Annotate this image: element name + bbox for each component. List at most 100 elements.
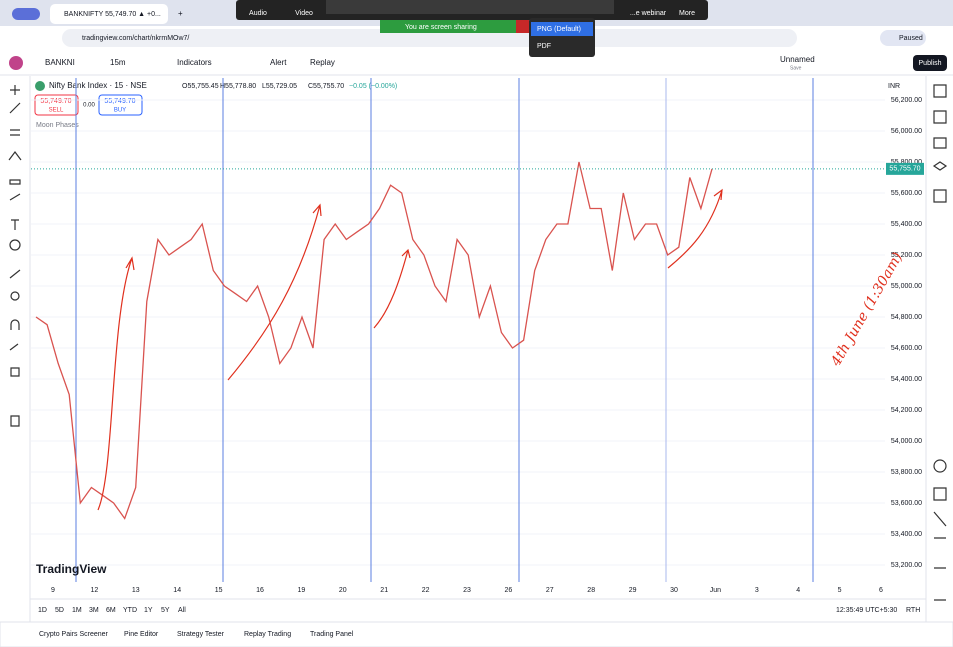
y-tick-label: 56,000.00 bbox=[891, 128, 922, 135]
x-tick-label: 6 bbox=[879, 587, 883, 594]
x-tick-label: 22 bbox=[422, 587, 430, 594]
bottom-tab[interactable]: Crypto Pairs Screener bbox=[39, 631, 109, 638]
x-tick-label: 19 bbox=[298, 587, 306, 594]
sharing-banner bbox=[380, 20, 516, 33]
x-tick-label: 26 bbox=[505, 587, 513, 594]
x-tick-label: 15 bbox=[215, 587, 223, 594]
range-button[interactable]: All bbox=[178, 607, 186, 614]
clock: 12:35:49 UTC+5:30 bbox=[836, 607, 897, 614]
y-tick-label: 55,600.00 bbox=[891, 190, 922, 197]
buy-price: 55,749.70 bbox=[104, 98, 135, 105]
zoom-item[interactable]: More bbox=[679, 10, 695, 17]
legend-open: O55,755.45 bbox=[182, 83, 219, 90]
publish-label: Publish bbox=[919, 60, 942, 67]
zoom-item[interactable]: ...e webinar bbox=[630, 10, 667, 17]
stop-share[interactable] bbox=[516, 20, 529, 33]
side-widgets[interactable] bbox=[932, 84, 948, 601]
x-tick-label: 30 bbox=[670, 587, 678, 594]
last-price-label: 55,755.70 bbox=[889, 166, 920, 173]
sell-label: SELL bbox=[49, 108, 64, 114]
x-tick-label: 3 bbox=[755, 587, 759, 594]
tab[interactable] bbox=[50, 4, 168, 24]
zoom-item[interactable]: Audio bbox=[249, 10, 267, 17]
bottom-panel bbox=[0, 621, 953, 647]
hand-annotation: 4th June (1:30am) bbox=[828, 250, 907, 370]
y-tick-label: 53,400.00 bbox=[891, 531, 922, 538]
range-button[interactable]: 1Y bbox=[144, 607, 153, 614]
alert[interactable]: Alert bbox=[270, 58, 287, 67]
y-tick-label: 55,800.00 bbox=[891, 159, 922, 166]
tab-group[interactable] bbox=[12, 8, 40, 20]
bottom-tab[interactable]: Pine Editor bbox=[124, 631, 159, 638]
bottom-tab[interactable]: Trading Panel bbox=[310, 631, 354, 638]
x-tick-label: 23 bbox=[463, 587, 471, 594]
sell-price: 55,749.70 bbox=[40, 98, 71, 105]
x-tick-label: 14 bbox=[173, 587, 181, 594]
tab-title: BANKNIFTY 55,749.70 ▲ +0... bbox=[64, 11, 161, 18]
y-tick-label: 55,400.00 bbox=[891, 221, 922, 228]
publish-button[interactable] bbox=[913, 55, 947, 71]
session[interactable]: RTH bbox=[906, 607, 920, 614]
indicators[interactable]: Indicators bbox=[177, 58, 212, 67]
profile[interactable] bbox=[880, 30, 926, 46]
layout-status: Save bbox=[790, 65, 802, 71]
y-tick-label: 54,800.00 bbox=[891, 314, 922, 321]
interval[interactable]: 15m bbox=[110, 58, 126, 67]
watermark: TradingView bbox=[36, 562, 107, 576]
y-tick-label: 53,200.00 bbox=[891, 562, 922, 569]
url-bar[interactable] bbox=[62, 29, 797, 47]
replay[interactable]: Replay bbox=[310, 58, 335, 67]
x-tick-label: 20 bbox=[339, 587, 347, 594]
annotate-bar bbox=[326, 0, 614, 14]
range-button[interactable]: 3M bbox=[89, 607, 99, 614]
range-button[interactable]: 6M bbox=[106, 607, 116, 614]
range-button[interactable]: 5D bbox=[55, 607, 64, 614]
range-button[interactable]: YTD bbox=[123, 607, 137, 614]
menu-highlight bbox=[531, 22, 593, 36]
x-tick-label: 5 bbox=[838, 587, 842, 594]
x-tick-label: 9 bbox=[51, 587, 55, 594]
x-tick-label: 28 bbox=[587, 587, 595, 594]
range-button[interactable]: 1M bbox=[72, 607, 82, 614]
menu-item[interactable]: PDF bbox=[537, 43, 551, 50]
x-tick-label: 29 bbox=[629, 587, 637, 594]
symbol[interactable]: BANKNI bbox=[45, 58, 75, 67]
url: tradingview.com/chart/nkrmMOw7/ bbox=[82, 35, 189, 42]
indicator-name: Moon Phases bbox=[36, 122, 79, 129]
spread: 0.00 bbox=[83, 103, 95, 109]
new-tab[interactable]: + bbox=[178, 9, 183, 18]
legend-change: −0.05 (−0.00%) bbox=[349, 83, 397, 90]
y-tick-label: 55,000.00 bbox=[891, 283, 922, 290]
x-tick-label: 27 bbox=[546, 587, 554, 594]
avatar[interactable] bbox=[9, 56, 23, 70]
profile-status: Paused bbox=[899, 35, 923, 42]
bottom-tab[interactable]: Replay Trading bbox=[244, 631, 291, 638]
currency: INR bbox=[888, 83, 900, 90]
y-tick-label: 54,600.00 bbox=[891, 345, 922, 352]
bottom-tab[interactable]: Strategy Tester bbox=[177, 631, 225, 638]
drawing-tools[interactable] bbox=[8, 85, 22, 427]
x-tick-label: 4 bbox=[796, 587, 800, 594]
zoom-item[interactable]: Video bbox=[295, 10, 313, 17]
x-tick-label: Jun bbox=[710, 587, 721, 594]
price-line bbox=[35, 161, 713, 520]
bottom-tabs: Crypto Pairs Screener Pine Editor Strategy… bbox=[39, 631, 354, 638]
buy-label: BUY bbox=[114, 108, 126, 114]
x-tick-label: 16 bbox=[256, 587, 264, 594]
price-chart: 56,200.00 56,000.00 55,800.00 55,600.00 55,4… bbox=[31, 78, 924, 594]
last-price-tag bbox=[886, 162, 924, 175]
range-button[interactable]: 5Y bbox=[161, 607, 170, 614]
y-tick-label: 54,000.00 bbox=[891, 438, 922, 445]
legend-close: C55,755.70 bbox=[308, 83, 344, 90]
range-button[interactable]: 1D bbox=[38, 607, 47, 614]
legend-title: Nifty Bank Index · 15 · NSE bbox=[49, 81, 147, 90]
x-tick-label: 13 bbox=[132, 587, 140, 594]
layout-name[interactable]: Unnamed bbox=[780, 55, 815, 64]
x-tick-label: 12 bbox=[91, 587, 99, 594]
hand-arrows bbox=[97, 188, 723, 511]
x-tick-label: 21 bbox=[380, 587, 388, 594]
sharing-text: You are screen sharing bbox=[405, 24, 477, 31]
menu-item[interactable]: PNG (Default) bbox=[537, 26, 581, 33]
y-tick-label: 54,400.00 bbox=[891, 376, 922, 383]
